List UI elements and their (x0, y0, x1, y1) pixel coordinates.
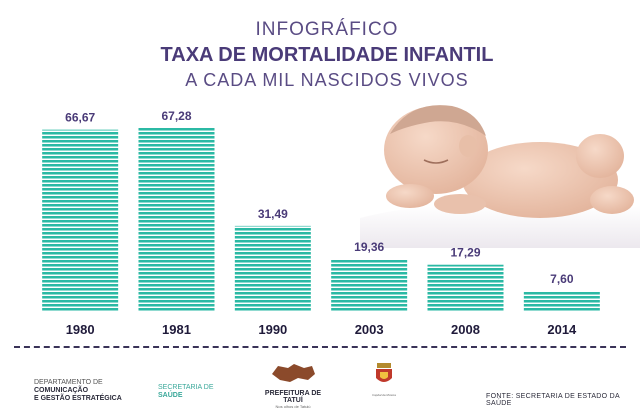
bar-value-label: 19,36 (354, 240, 384, 254)
bar-2008 (427, 264, 504, 312)
header: INFOGRÁFICO TAXA DE MORTALIDADE INFANTIL… (0, 18, 640, 92)
map-shape-icon (272, 364, 315, 382)
bar-2003 (331, 259, 408, 312)
bar-1980 (42, 129, 119, 312)
bar-1981 (138, 128, 215, 312)
bar-chart: 66,67 1980 67,28 1981 31,49 1990 19,36 2003 17,2… (42, 109, 600, 337)
x-tick-label: 2008 (451, 322, 480, 337)
x-tick-label: 1981 (162, 322, 191, 337)
x-tick-label: 2014 (547, 322, 577, 337)
footer-divider (14, 346, 626, 348)
x-tick-label: 1990 (258, 322, 287, 337)
chart-title: TAXA DE MORTALIDADE INFANTIL (160, 44, 494, 66)
coat-of-arms-logo: Capital da Música (366, 362, 402, 397)
bar-value-label: 7,60 (550, 272, 574, 286)
chart-subtitle: A CADA MIL NASCIDOS VIVOS (185, 70, 469, 90)
org-saude-logo: SECRETARIA DE SAÚDE (158, 384, 214, 399)
x-tick-label: 2003 (355, 322, 384, 337)
bars: 66,67 1980 67,28 1981 31,49 1990 19,36 2003 17,2… (42, 109, 600, 337)
bar-2014 (523, 291, 600, 312)
footer: DEPARTAMENTO DE COMUNICAÇÃO E GESTÃO EST… (0, 358, 640, 409)
bar-value-label: 66,67 (65, 111, 95, 125)
data-source-note: FONTE: SECRETARIA DE ESTADO DA SAÚDE (486, 393, 620, 407)
bar-value-label: 67,28 (161, 109, 191, 123)
x-tick-label: 1980 (66, 322, 95, 337)
coat-of-arms-icon (376, 363, 392, 382)
sleeping-baby-photo (350, 88, 640, 248)
header-kicker: INFOGRÁFICO (255, 19, 399, 40)
bar-1990 (234, 225, 311, 312)
prefeitura-logo: PREFEITURA DE TATUÍ Nos olhos de Tatuiú (258, 362, 328, 409)
bar-value-label: 17,29 (450, 246, 480, 260)
org-comunicacao-logo: DEPARTAMENTO DE COMUNICAÇÃO E GESTÃO EST… (34, 379, 122, 402)
bar-value-label: 31,49 (258, 207, 288, 221)
